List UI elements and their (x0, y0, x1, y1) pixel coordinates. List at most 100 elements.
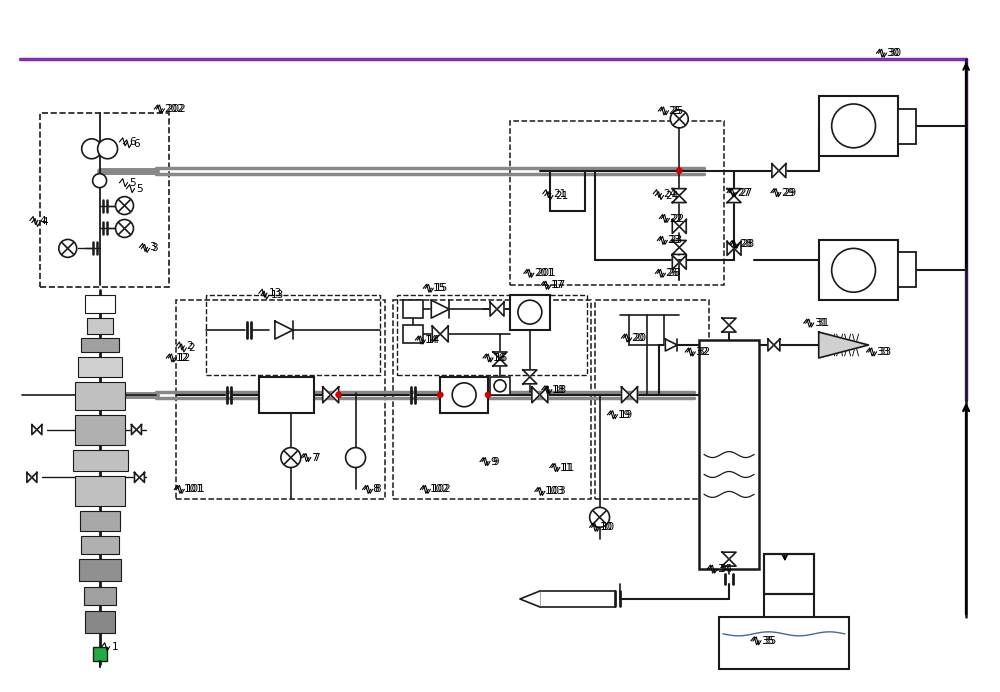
Polygon shape (37, 425, 42, 435)
Circle shape (437, 392, 443, 398)
Bar (79, 559, 121, 581)
Text: 7: 7 (311, 453, 317, 462)
Text: 23: 23 (669, 235, 683, 246)
Text: 15: 15 (433, 283, 447, 293)
Text: 10: 10 (602, 522, 615, 532)
Text: 11: 11 (562, 462, 575, 473)
Text: 24: 24 (665, 190, 679, 201)
Bar (764, 554, 814, 594)
Bar (490, 377, 510, 395)
Text: 19: 19 (620, 410, 633, 420)
Text: 201: 201 (536, 268, 556, 278)
Text: 13: 13 (271, 290, 284, 300)
Polygon shape (32, 473, 37, 482)
Bar (75, 477, 125, 507)
Text: 8: 8 (375, 484, 381, 494)
Circle shape (590, 507, 610, 527)
Polygon shape (431, 300, 449, 318)
Polygon shape (672, 219, 679, 233)
Bar (206, 295, 380, 375)
Bar (510, 295, 550, 330)
Polygon shape (672, 255, 679, 269)
Text: 20: 20 (633, 333, 647, 343)
Text: 35: 35 (763, 636, 776, 646)
Text: 25: 25 (668, 106, 682, 116)
Polygon shape (727, 196, 741, 203)
Text: 29: 29 (781, 188, 794, 198)
Circle shape (336, 392, 342, 398)
Polygon shape (779, 164, 786, 178)
Bar (84, 587, 116, 605)
Polygon shape (523, 377, 537, 384)
Polygon shape (131, 425, 136, 435)
Text: 3: 3 (149, 242, 156, 253)
Text: 30: 30 (888, 48, 902, 58)
Text: 4: 4 (40, 215, 46, 226)
Bar (719, 617, 849, 668)
Text: 26: 26 (665, 268, 679, 278)
Text: 22: 22 (669, 214, 683, 224)
Polygon shape (722, 325, 736, 332)
Text: 23: 23 (667, 235, 681, 246)
Text: 19: 19 (618, 410, 631, 420)
Bar (397, 295, 587, 375)
Text: 2: 2 (186, 341, 193, 351)
Text: 35: 35 (761, 636, 774, 646)
Polygon shape (275, 321, 293, 339)
Polygon shape (440, 326, 448, 342)
Text: 17: 17 (551, 280, 564, 290)
Bar (78, 357, 122, 377)
Polygon shape (629, 387, 637, 403)
Polygon shape (134, 473, 139, 482)
Text: 6: 6 (129, 137, 136, 147)
Text: 101: 101 (186, 484, 206, 494)
Bar (440, 377, 488, 412)
Bar (176, 300, 385, 500)
Circle shape (832, 104, 875, 148)
Text: 28: 28 (739, 239, 752, 249)
Text: 27: 27 (737, 188, 750, 198)
Text: 101: 101 (184, 484, 204, 494)
Text: 202: 202 (166, 104, 186, 114)
Text: 30: 30 (886, 48, 900, 58)
Text: 18: 18 (552, 385, 565, 395)
Circle shape (116, 219, 133, 237)
Text: 21: 21 (553, 189, 566, 199)
Circle shape (59, 239, 77, 257)
Text: 12: 12 (178, 353, 192, 363)
Polygon shape (136, 425, 141, 435)
Bar (898, 109, 916, 144)
Text: 14: 14 (427, 335, 441, 345)
Text: 32: 32 (697, 347, 710, 357)
Bar (80, 511, 120, 531)
Bar (403, 325, 423, 343)
Circle shape (281, 448, 301, 468)
Text: 6: 6 (133, 139, 140, 149)
Polygon shape (323, 387, 331, 403)
Polygon shape (727, 242, 734, 255)
Polygon shape (679, 219, 686, 233)
Bar (81, 536, 119, 554)
Text: 3: 3 (151, 244, 158, 253)
Polygon shape (819, 332, 869, 358)
Polygon shape (139, 473, 144, 482)
Polygon shape (493, 352, 507, 359)
Bar (819, 240, 898, 300)
Polygon shape (432, 326, 440, 342)
Text: 4: 4 (42, 217, 48, 228)
Text: 5: 5 (129, 178, 136, 188)
Bar (81, 338, 119, 352)
Polygon shape (768, 339, 774, 351)
Text: 17: 17 (553, 280, 566, 290)
Text: 202: 202 (164, 104, 184, 114)
Text: 102: 102 (430, 484, 450, 494)
Bar (898, 253, 916, 287)
Circle shape (452, 383, 476, 407)
Text: 26: 26 (667, 268, 681, 278)
Polygon shape (665, 339, 677, 351)
Text: 8: 8 (373, 484, 379, 494)
Bar (540, 591, 615, 607)
Polygon shape (734, 242, 741, 255)
Polygon shape (520, 591, 540, 607)
Circle shape (116, 197, 133, 215)
